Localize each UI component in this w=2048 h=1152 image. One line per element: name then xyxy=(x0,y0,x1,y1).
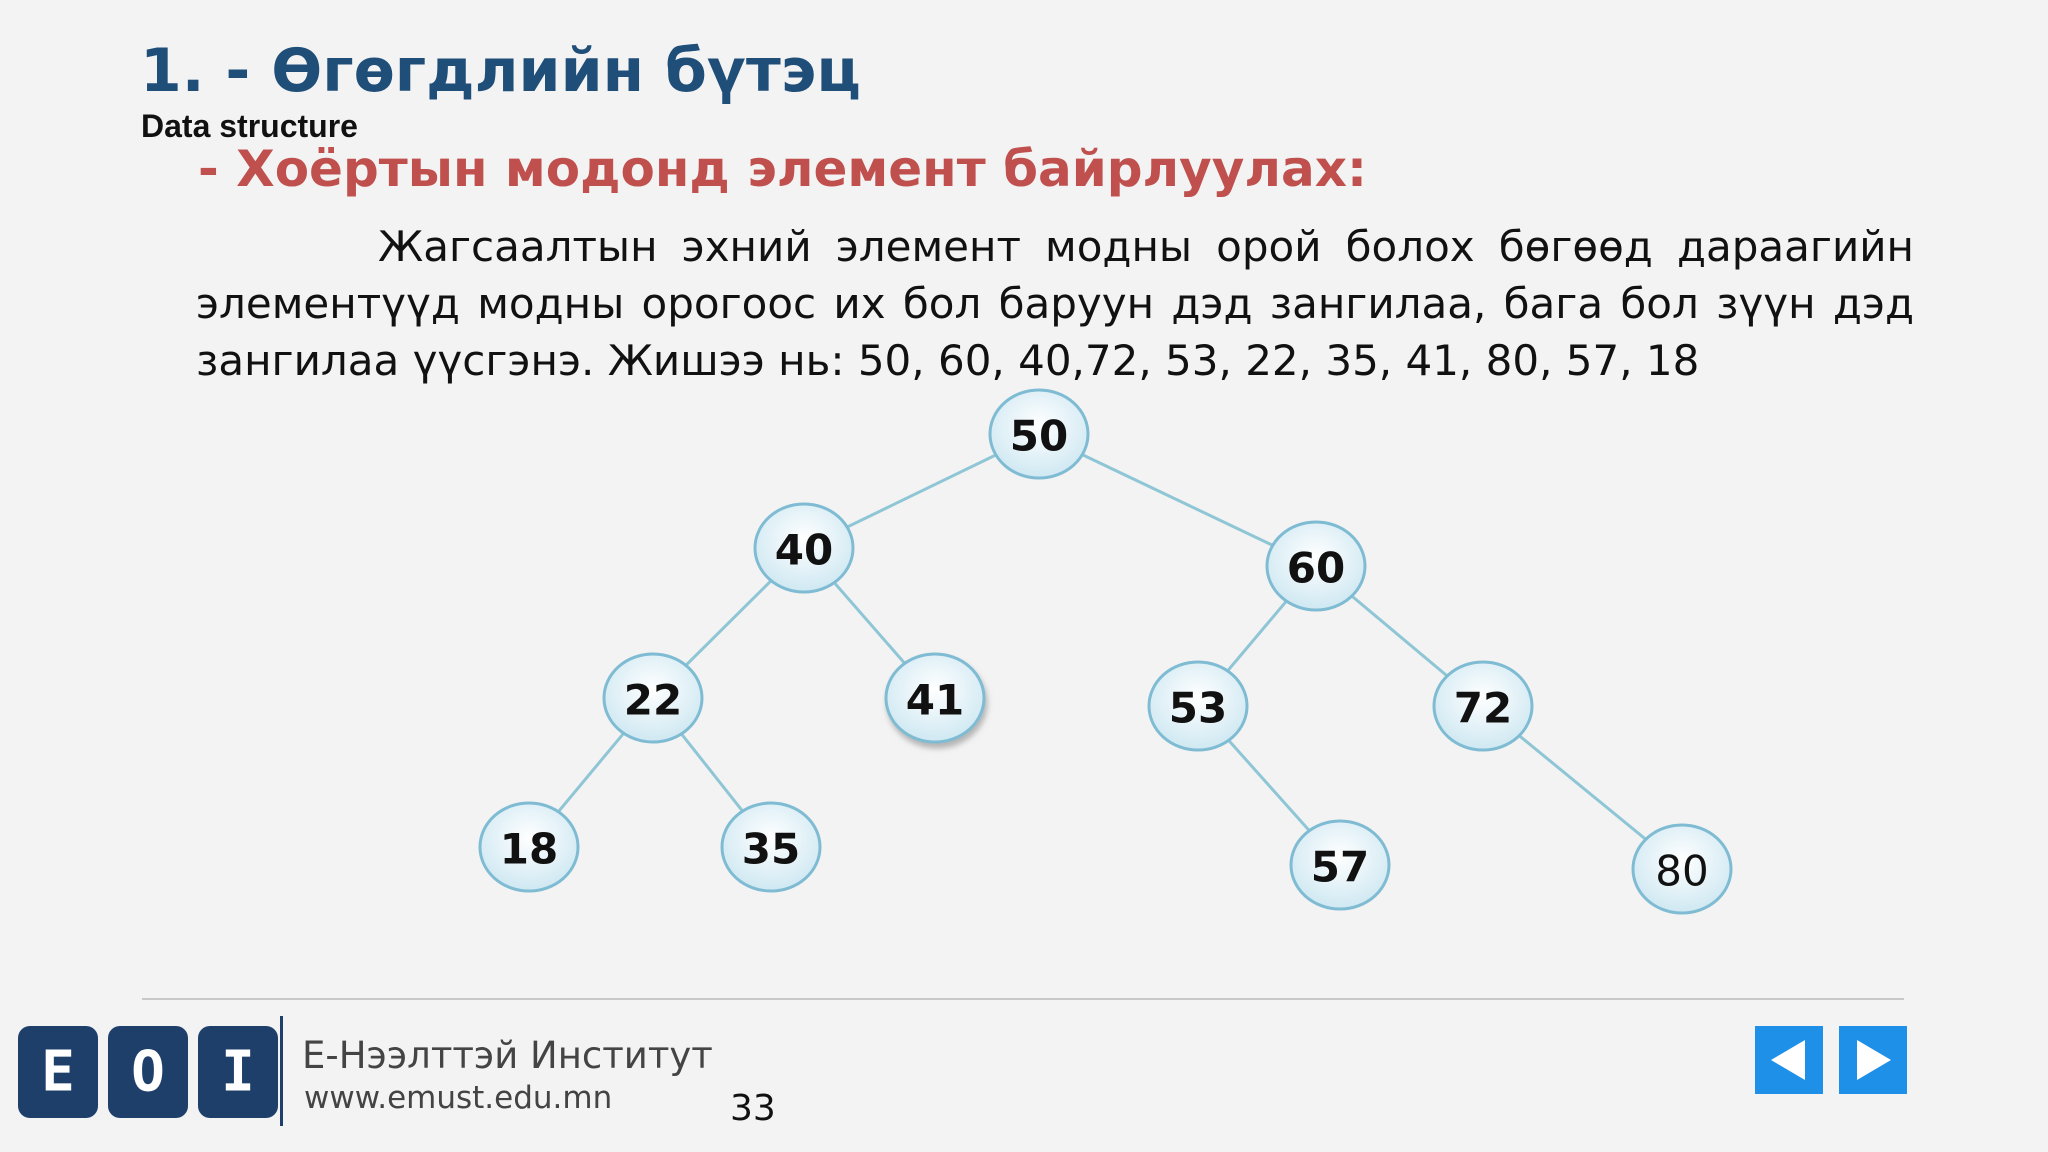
title-text: Өгөгдлийн бүтэц xyxy=(271,36,861,106)
tree-node-label: 80 xyxy=(1655,847,1708,896)
tree-node-22: 22 xyxy=(602,652,704,744)
tree-node-circle xyxy=(602,652,704,744)
tree-node-50: 50 xyxy=(988,388,1090,480)
triangle-left-icon xyxy=(1771,1040,1805,1080)
next-slide-button[interactable] xyxy=(1839,1026,1907,1094)
previous-slide-button[interactable] xyxy=(1755,1026,1823,1094)
slide-title: 1. - Өгөгдлийн бүтэц xyxy=(140,36,861,106)
tree-node-label: 50 xyxy=(1010,412,1068,461)
tree-node-label: 57 xyxy=(1311,843,1369,892)
tree-node-label: 22 xyxy=(624,676,682,725)
section-heading: - Хоёртын модонд элемент байрлуулах: xyxy=(198,140,1367,198)
eoi-logo: E O I xyxy=(18,1026,278,1118)
page-number: 33 xyxy=(730,1088,776,1129)
tree-edge-50-60 xyxy=(1038,432,1317,568)
tree-node-18: 18 xyxy=(478,801,580,893)
tree-node-35: 35 xyxy=(720,801,822,893)
tree-node-label: 41 xyxy=(906,676,964,725)
tree-node-60: 60 xyxy=(1265,520,1367,612)
tree-node-circle xyxy=(1631,823,1733,915)
tree-node-72: 72 xyxy=(1432,660,1534,752)
tree-node-circle xyxy=(884,652,986,744)
tree-node-circle xyxy=(1432,660,1534,752)
subtitle-english: Data structure xyxy=(141,108,358,144)
tree-node-label: 60 xyxy=(1287,544,1345,593)
tree-edges xyxy=(527,432,1683,871)
tree-node-circle xyxy=(478,801,580,893)
tree-node-53: 53 xyxy=(1147,660,1249,752)
tree-node-label: 35 xyxy=(742,825,800,874)
institute-name: Е-Нээлттэй Институт xyxy=(302,1034,713,1077)
tree-node-80: 80 xyxy=(1631,823,1733,915)
logo-separator xyxy=(280,1016,283,1126)
tree-node-40: 40 xyxy=(753,502,855,594)
paragraph-line-3: зангилаа үүсгэнэ. Жишээ нь: 50, 60, 40,7… xyxy=(196,336,1700,385)
tree-node-41: 41 xyxy=(884,652,986,744)
footer-divider xyxy=(142,998,1904,1000)
tree-node-circle xyxy=(1265,520,1367,612)
description-paragraph: Жагсаалтын эхний элемент модны орой боло… xyxy=(196,218,1914,389)
tree-node-circle xyxy=(720,801,822,893)
tree-node-label: 53 xyxy=(1169,684,1227,733)
tree-node-label: 18 xyxy=(500,825,558,874)
tree-node-circle xyxy=(988,388,1090,480)
triangle-right-icon xyxy=(1857,1040,1891,1080)
tree-node-circle xyxy=(1147,660,1249,752)
svg-text:E: E xyxy=(41,1040,75,1105)
tree-node-label: 72 xyxy=(1454,684,1512,733)
svg-text:I: I xyxy=(221,1040,255,1105)
paragraph-line-2: элементүүд модны орогоос их бол баруун д… xyxy=(196,279,1914,328)
tree-node-circle xyxy=(753,502,855,594)
svg-text:O: O xyxy=(131,1040,165,1105)
institute-url: www.emust.edu.mn xyxy=(304,1080,613,1116)
title-number: 1. - xyxy=(140,36,272,106)
tree-nodes: 50 40 60 22 41 53 72 18 35 57 80 xyxy=(478,388,1733,915)
paragraph-line-1: Жагсаалтын эхний элемент модны орой боло… xyxy=(378,222,1914,271)
tree-node-label: 40 xyxy=(775,526,833,575)
tree-node-57: 57 xyxy=(1289,819,1391,911)
tree-node-circle xyxy=(1289,819,1391,911)
